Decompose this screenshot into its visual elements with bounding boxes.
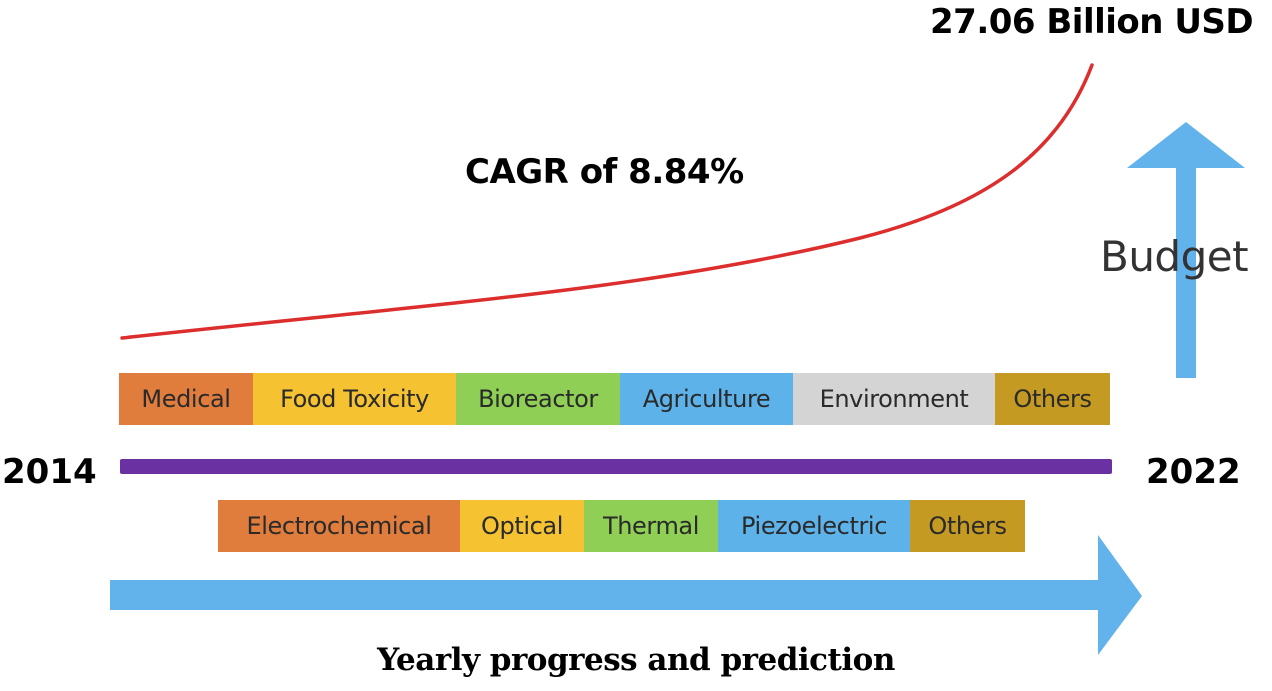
- caption: Yearly progress and prediction: [377, 642, 895, 678]
- application-box: Bioreactor: [456, 373, 620, 425]
- application-box: Food Toxicity: [253, 373, 456, 425]
- application-box: Agriculture: [620, 373, 793, 425]
- growth-curve: [120, 63, 1094, 340]
- application-box: Medical: [119, 373, 253, 425]
- timeline-bar: [120, 459, 1112, 474]
- progress-arrow: [110, 535, 1142, 655]
- application-box: Environment: [793, 373, 995, 425]
- technology-box: Electrochemical: [218, 500, 460, 552]
- technology-box: Optical: [460, 500, 584, 552]
- application-box: Others: [995, 373, 1110, 425]
- technology-box: Piezoelectric: [718, 500, 910, 552]
- budget-label: Budget: [1100, 232, 1249, 281]
- budget-arrow: [1127, 122, 1245, 378]
- applications-row: Medical Food Toxicity Bioreactor Agricul…: [119, 373, 1110, 425]
- market-value-label: 27.06 Billion USD: [930, 2, 1254, 42]
- technology-box: Others: [910, 500, 1025, 552]
- technology-box: Thermal: [584, 500, 718, 552]
- technologies-row: Electrochemical Optical Thermal Piezoele…: [218, 500, 1025, 552]
- end-year-label: 2022: [1146, 452, 1241, 492]
- start-year-label: 2014: [2, 452, 97, 492]
- cagr-label: CAGR of 8.84%: [465, 152, 744, 192]
